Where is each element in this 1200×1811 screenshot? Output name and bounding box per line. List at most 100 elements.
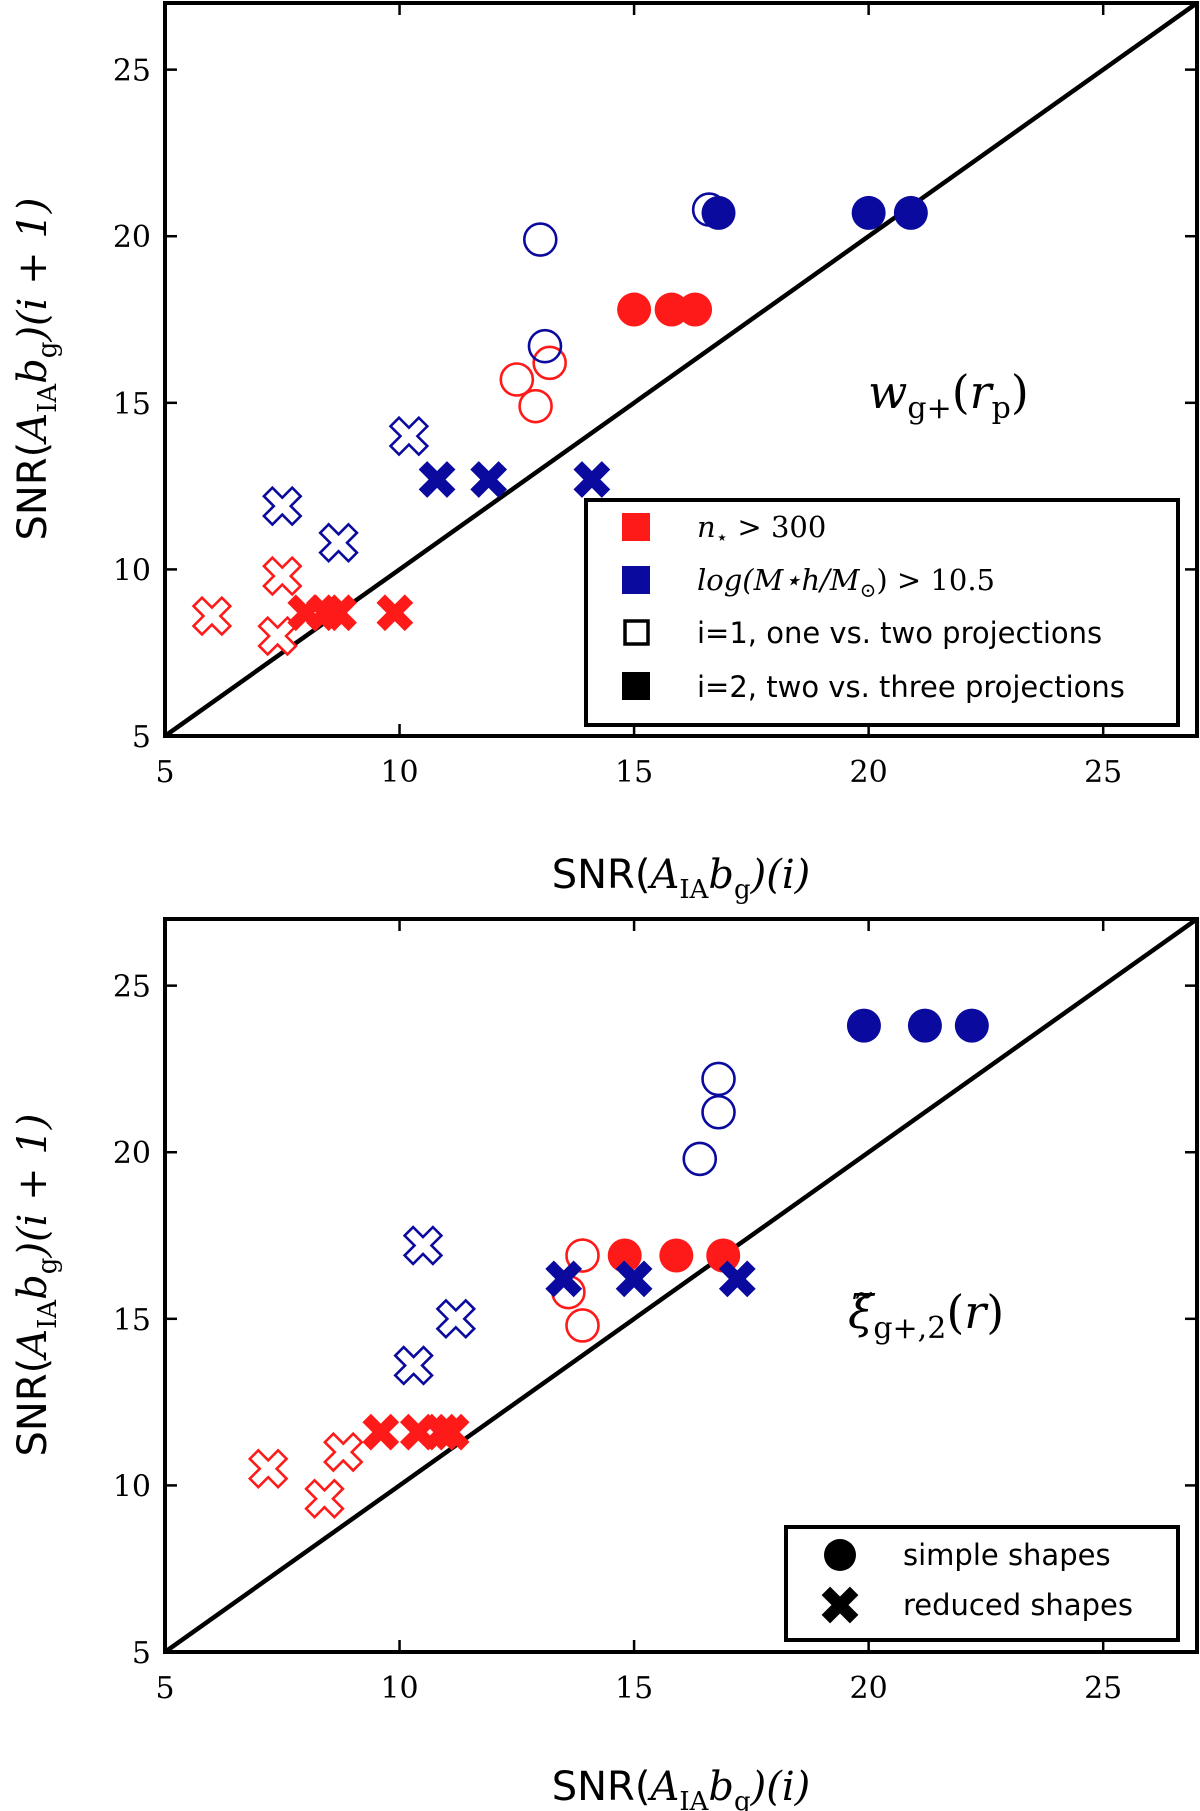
top-annotation-sub2: p	[992, 391, 1011, 426]
data-point-red-cross-filled	[423, 1413, 461, 1451]
data-point-blue-circle-filled	[846, 1008, 881, 1043]
data-point-red-circle-filled	[654, 292, 689, 327]
bottom-y-axis-label: SNR(AIAbg)(i + 1)	[10, 1114, 63, 1457]
top-data-markers	[163, 1, 1199, 738]
bottom-annotation: ξ̃g+,2(r)	[848, 1285, 1004, 1346]
bottom-ylabel-b: b	[10, 1274, 56, 1300]
top-annotation-open: (	[952, 365, 970, 419]
top-xlabel-b: b	[708, 852, 734, 898]
top-ylabel-a: A	[10, 413, 56, 446]
data-point-blue-cross-open	[393, 1345, 434, 1386]
data-point-red-circle-open	[565, 1238, 600, 1273]
legend-nstar-rel: > 300	[728, 510, 826, 544]
top-xlabel-a-sub: IA	[679, 875, 709, 905]
data-point-blue-circle-open	[701, 1061, 736, 1097]
bottom-reference-line	[163, 917, 1199, 1654]
bottom-xlabel-a: A	[646, 1764, 679, 1810]
data-point-blue-circle-filled	[907, 1008, 942, 1043]
bottom-xlabel-a-sub: IA	[679, 1787, 709, 1811]
bottom-data-markers	[163, 917, 1199, 1654]
data-point-red-circle-open	[499, 362, 535, 397]
top-y-tick-label: 5	[132, 720, 151, 755]
bottom-ticks: 5 10 15 20 25 5 10 15 20 25	[113, 919, 1197, 1706]
data-point-red-circle-filled	[607, 1238, 642, 1273]
top-x-tick-label: 25	[1084, 755, 1122, 790]
top-annotation-close: )	[1011, 365, 1029, 419]
legend-swatch-filled	[622, 672, 650, 700]
bottom-ylabel-a: A	[10, 1329, 56, 1362]
legend-label-logm: log(M⋆h/M⊙) > 10.5	[697, 563, 995, 602]
data-point-blue-circle-filled	[893, 195, 928, 230]
bottom-xlabel-suffix: )(i)	[750, 1764, 811, 1810]
bottom-x-tick-label: 20	[850, 1671, 888, 1706]
legend-logm-text: log(M⋆h/M	[697, 563, 861, 597]
data-point-blue-cross-filled	[470, 461, 508, 498]
top-ylabel-b: b	[10, 358, 56, 384]
legend-label-nstar: n⋆ > 300	[697, 510, 826, 549]
bottom-y-tick-label: 5	[132, 1636, 151, 1671]
bottom-y-tick-label: 15	[113, 1303, 151, 1338]
legend-swatch-filled-cross	[821, 1586, 859, 1624]
data-point-red-circle-filled	[659, 1238, 694, 1273]
bottom-ylabel-a-sub: IA	[33, 1299, 63, 1329]
data-point-red-cross-filled	[432, 1413, 470, 1451]
top-ylabel-b-sub: g	[33, 342, 63, 359]
data-point-red-cross-filled	[320, 594, 357, 632]
top-ylabel-suffix: )(i + 1)	[10, 198, 56, 343]
top-panel: 5 10 15 20 25 5 10 15 20 25 wg+(rp) n⋆ > 300 log(…	[10, 1, 1199, 905]
top-annotation-main: w	[868, 365, 907, 419]
bottom-y-tick-label: 10	[113, 1469, 151, 1504]
data-point-blue-cross-filled	[573, 461, 611, 498]
top-x-axis-label: SNR(AIAbg)(i)	[552, 852, 811, 905]
top-xlabel-suffix: )(i)	[750, 852, 811, 898]
bottom-ylabel-b-sub: g	[33, 1258, 63, 1275]
top-axes-frame	[163, 1, 1199, 738]
data-point-red-cross-filled	[376, 594, 414, 632]
bottom-annotation-main: ξ̃	[848, 1285, 876, 1339]
data-point-red-circle-open	[532, 345, 567, 381]
data-point-red-cross-open	[262, 555, 303, 597]
top-annotation: wg+(rp)	[868, 365, 1029, 426]
data-point-red-circle-open	[565, 1308, 600, 1343]
data-point-red-circle-filled	[706, 1238, 741, 1273]
bottom-x-axis-label: SNR(AIAbg)(i)	[552, 1764, 811, 1811]
top-legend: n⋆ > 300 log(M⋆h/M⊙) > 10.5 i=1, one vs.…	[584, 498, 1180, 727]
top-y-tick-label: 15	[113, 387, 151, 422]
data-point-blue-cross-open	[318, 522, 359, 563]
data-point-red-cross-open	[304, 1478, 345, 1519]
bottom-panel: 5 10 15 20 25 5 10 15 20 25 ξ̃g+,2(r) simple shap…	[10, 917, 1199, 1811]
top-y-axis-label: SNR(AIAbg)(i + 1)	[10, 198, 63, 541]
legend-swatch-open	[623, 619, 650, 646]
bottom-annotation-arg: r	[964, 1285, 989, 1339]
data-point-red-cross-open	[191, 595, 233, 637]
data-point-blue-circle-filled	[851, 195, 886, 230]
legend-logm-sun: ⊙	[860, 578, 877, 602]
bottom-y-tick-label: 20	[113, 1136, 151, 1171]
data-point-blue-circle-open	[682, 1141, 718, 1177]
legend-label-i1: i=1, one vs. two projections	[697, 616, 1102, 650]
data-point-red-circle-open	[518, 388, 553, 424]
top-x-tick-label: 5	[155, 755, 174, 790]
top-annotation-sub1: g+	[907, 391, 951, 426]
data-point-blue-circle-open	[701, 1094, 736, 1130]
legend-label-reduced-shapes: reduced shapes	[903, 1588, 1133, 1622]
data-point-blue-cross-filled	[418, 461, 456, 498]
data-point-red-circle-filled	[617, 292, 652, 327]
bottom-annotation-close: )	[986, 1285, 1004, 1339]
top-ylabel-prefix: SNR(	[10, 442, 56, 541]
data-point-red-circle-filled	[678, 292, 713, 327]
top-xlabel-prefix: SNR(	[552, 852, 651, 898]
data-point-blue-circle-filled	[954, 1008, 989, 1043]
bottom-xlabel-b-sub: g	[734, 1787, 751, 1811]
data-point-blue-cross-open	[435, 1298, 477, 1340]
bottom-ylabel-suffix: )(i + 1)	[10, 1114, 56, 1259]
data-point-blue-cross-open	[262, 485, 303, 527]
bottom-ylabel-prefix: SNR(	[10, 1358, 56, 1457]
data-point-red-cross-open	[323, 1431, 364, 1473]
top-x-tick-label: 15	[615, 755, 653, 790]
top-y-tick-label: 10	[113, 553, 151, 588]
bottom-axes-frame	[163, 917, 1199, 1654]
data-point-blue-cross-filled	[718, 1260, 756, 1298]
bottom-y-tick-label: 25	[113, 970, 151, 1005]
